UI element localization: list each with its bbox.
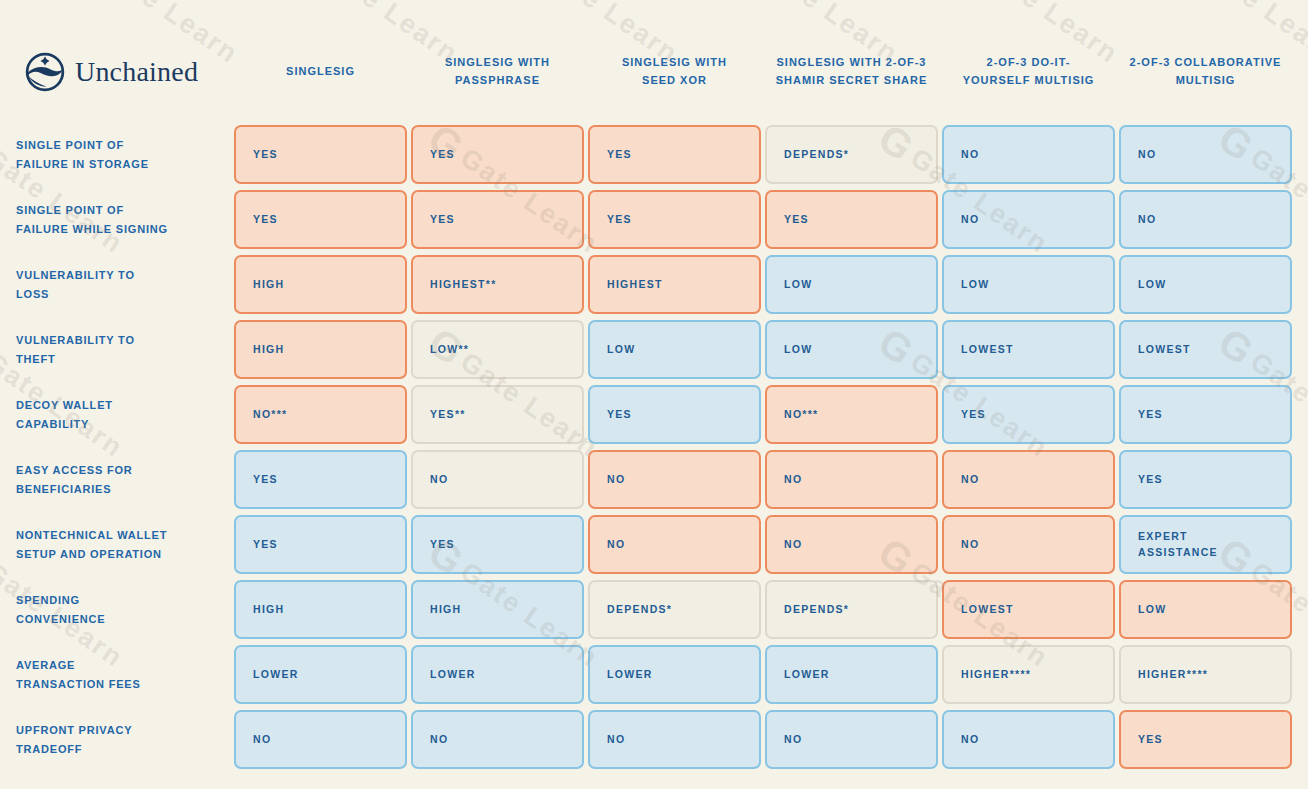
table-cell-bad: YES [234, 125, 407, 184]
row-label: SINGLE POINT OFFAILURE WHILE SIGNING [16, 190, 230, 249]
wallet-comparison-chart: Unchained SINGLESIGSINGLESIG WITHPASSPHR… [0, 0, 1308, 789]
table-cell-good: NO [588, 710, 761, 769]
table-cell-good: LOWER [765, 645, 938, 704]
row-label: VULNERABILITY TOLOSS [16, 255, 230, 314]
table-cell-good: NO [1119, 190, 1292, 249]
table-cell-bad: YES [588, 125, 761, 184]
table-cell-good: NO [765, 710, 938, 769]
table-cell-bad: YES [411, 190, 584, 249]
table-cell-good: HIGH [411, 580, 584, 639]
table-cell-good: LOW [588, 320, 761, 379]
row-label: UPFRONT PRIVACYTRADEOFF [16, 710, 230, 769]
table-cell-bad: NO [765, 450, 938, 509]
table-cell-neutral: LOW** [411, 320, 584, 379]
row-label: EASY ACCESS FORBENEFICIARIES [16, 450, 230, 509]
table-cell-good: NO [234, 710, 407, 769]
table-cell-good: NO [411, 710, 584, 769]
table-cell-bad: NO*** [234, 385, 407, 444]
column-header: SINGLESIG WITHPASSPHRASE [411, 0, 584, 119]
table-cell-neutral: DEPENDS* [765, 125, 938, 184]
table-cell-good: NO [942, 710, 1115, 769]
row-label: AVERAGETRANSACTION FEES [16, 645, 230, 704]
brand-name: Unchained [75, 56, 198, 88]
table-cell-good: HIGH [234, 580, 407, 639]
column-header: 2-OF-3 DO-IT-YOURSELF MULTISIG [942, 0, 1115, 119]
table-cell-good: YES [588, 385, 761, 444]
table-cell-neutral: HIGHER**** [1119, 645, 1292, 704]
row-label: SPENDINGCONVENIENCE [16, 580, 230, 639]
table-cell-neutral: YES** [411, 385, 584, 444]
table-cell-bad: HIGH [234, 255, 407, 314]
table-cell-good: NO [1119, 125, 1292, 184]
table-cell-bad: HIGHEST [588, 255, 761, 314]
column-header: SINGLESIG [234, 0, 407, 119]
table-cell-neutral: NO [411, 450, 584, 509]
table-cell-bad: NO*** [765, 385, 938, 444]
comparison-table: Unchained SINGLESIGSINGLESIG WITHPASSPHR… [16, 0, 1292, 769]
table-cell-good: LOWER [411, 645, 584, 704]
column-header: SINGLESIG WITHSEED XOR [588, 0, 761, 119]
table-cell-good: LOW [765, 320, 938, 379]
unchained-logo: Unchained [16, 0, 230, 119]
table-cell-good: NO [942, 125, 1115, 184]
table-cell-neutral: DEPENDS* [765, 580, 938, 639]
table-cell-good: YES [1119, 385, 1292, 444]
row-label: NONTECHNICAL WALLETSETUP AND OPERATION [16, 515, 230, 574]
table-cell-bad: YES [1119, 710, 1292, 769]
table-cell-bad: HIGHEST** [411, 255, 584, 314]
column-header: 2-OF-3 COLLABORATIVEMULTISIG [1119, 0, 1292, 119]
table-cell-bad: NO [765, 515, 938, 574]
table-cell-bad: YES [411, 125, 584, 184]
table-cell-good: LOW [765, 255, 938, 314]
table-cell-good: LOW [1119, 255, 1292, 314]
table-cell-good: YES [1119, 450, 1292, 509]
table-cell-bad: NO [588, 450, 761, 509]
table-cell-bad: LOW [1119, 580, 1292, 639]
row-label: SINGLE POINT OFFAILURE IN STORAGE [16, 125, 230, 184]
table-cell-bad: YES [765, 190, 938, 249]
unchained-logo-icon [24, 51, 66, 93]
table-cell-bad: LOWEST [942, 580, 1115, 639]
table-cell-good: YES [234, 515, 407, 574]
table-cell-good: LOW [942, 255, 1115, 314]
table-cell-bad: NO [942, 515, 1115, 574]
table-cell-bad: HIGH [234, 320, 407, 379]
table-cell-bad: NO [588, 515, 761, 574]
row-label: VULNERABILITY TOTHEFT [16, 320, 230, 379]
table-cell-good: LOWER [588, 645, 761, 704]
table-cell-good: NO [942, 190, 1115, 249]
table-cell-good: YES [942, 385, 1115, 444]
table-cell-neutral: HIGHER**** [942, 645, 1115, 704]
column-header: SINGLESIG WITH 2-OF-3SHAMIR SECRET SHARE [765, 0, 938, 119]
table-cell-good: YES [411, 515, 584, 574]
table-cell-good: EXPERTASSISTANCE [1119, 515, 1292, 574]
table-cell-good: YES [234, 450, 407, 509]
row-label: DECOY WALLETCAPABILITY [16, 385, 230, 444]
table-cell-bad: YES [588, 190, 761, 249]
table-cell-good: LOWEST [1119, 320, 1292, 379]
table-cell-bad: NO [942, 450, 1115, 509]
table-cell-bad: YES [234, 190, 407, 249]
table-cell-good: LOWER [234, 645, 407, 704]
table-cell-good: LOWEST [942, 320, 1115, 379]
table-cell-neutral: DEPENDS* [588, 580, 761, 639]
